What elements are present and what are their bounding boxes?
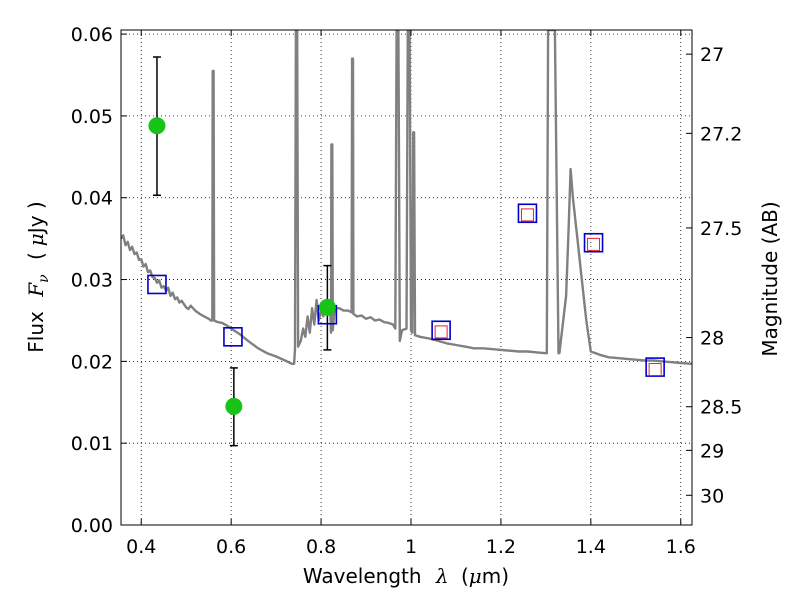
y-tick-label: 0.05 (71, 106, 113, 128)
x-tick-label: 0.4 (126, 536, 156, 558)
model-photometry-square (431, 320, 451, 341)
x-axis-label-prefix: Wavelength (303, 564, 422, 588)
y-axis-label-open: ( (24, 252, 48, 260)
x-tick-label: 0.8 (306, 536, 336, 558)
x-tick-label: 0.6 (216, 536, 246, 558)
measured-flux-point (148, 117, 166, 135)
y-axis-label-unit: Jy ) (24, 201, 48, 235)
grid (121, 30, 692, 526)
y-axis-label-prefix: Flux (24, 311, 48, 353)
y2-tick-label: 30 (700, 485, 724, 507)
x-tick-label: 1.2 (486, 536, 516, 558)
y2-tick-label: 28.5 (700, 397, 742, 419)
model-spectrum-line (121, 30, 692, 365)
model-photometry-square (583, 232, 604, 253)
y-axis-label: Flux Fν ( μJy ) (24, 201, 53, 352)
x-axis-label-unit-symbol: μ (469, 564, 482, 588)
y-tick-label: 0.04 (71, 188, 113, 210)
data-layer (121, 30, 692, 447)
x-axis-label-unit: m) (482, 564, 509, 588)
y-axis-label-subscript: ν (36, 274, 52, 283)
y2-tick-label: 27 (700, 44, 724, 66)
measured-flux-point (318, 298, 336, 316)
x-axis-label-open: ( (461, 564, 469, 588)
y-tick-label: 0.06 (71, 24, 113, 46)
x-axis-label-symbol: λ (435, 564, 449, 588)
x-axis-label: Wavelength λ (μm) (303, 564, 509, 588)
observed-photometry-square (648, 363, 662, 377)
y-tick-label: 0.00 (71, 515, 113, 537)
model-photometry-square (517, 203, 538, 224)
y2-tick-label: 27.2 (700, 123, 742, 145)
observed-photometry-square (587, 237, 601, 251)
y-axis-label-symbol: F (24, 282, 48, 298)
model-photometry-square (645, 357, 665, 377)
x-tick-label: 1 (405, 536, 417, 558)
model-photometry-square (223, 327, 243, 347)
observed-photometry-square (434, 325, 448, 339)
model-photometry-square (147, 274, 167, 295)
y-tick-label: 0.03 (71, 270, 113, 292)
x-tick-label: 1.4 (576, 536, 606, 558)
y2-tick-label: 28 (700, 328, 724, 350)
y2-axis-label: Magnitude (AB) (758, 201, 782, 356)
y2-tick-label: 27.5 (700, 218, 742, 240)
ticks: 0.4 0.6 0.8 1 1.2 1.4 1.6 0.00 0.01 0.02 0.03 0.04 0… (71, 24, 743, 558)
observed-photometry-square (520, 208, 534, 222)
x-tick-label: 1.6 (666, 536, 696, 558)
plot-frame (120, 29, 693, 526)
y2-tick-label: 29 (700, 440, 724, 462)
measured-flux-point (225, 397, 243, 415)
y-axis-label-unit-symbol: μ (24, 233, 48, 246)
y-tick-label: 0.01 (71, 433, 113, 455)
y-tick-label: 0.02 (71, 351, 113, 373)
